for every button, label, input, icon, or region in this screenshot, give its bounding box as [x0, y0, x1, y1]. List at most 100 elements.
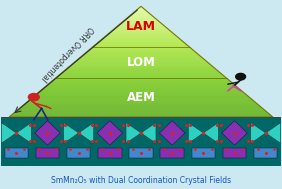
Polygon shape [37, 93, 245, 94]
Polygon shape [101, 39, 181, 40]
Polygon shape [17, 109, 265, 110]
Polygon shape [66, 69, 216, 70]
Polygon shape [26, 102, 256, 103]
Polygon shape [85, 52, 197, 53]
Polygon shape [63, 71, 219, 72]
Polygon shape [111, 31, 171, 32]
Polygon shape [122, 21, 160, 22]
Bar [67, 147, 90, 158]
Polygon shape [120, 23, 162, 24]
Polygon shape [62, 72, 220, 73]
Polygon shape [64, 123, 79, 143]
Polygon shape [222, 121, 247, 145]
Polygon shape [60, 74, 222, 75]
Polygon shape [159, 121, 185, 145]
Polygon shape [57, 76, 225, 77]
Polygon shape [88, 50, 194, 51]
Polygon shape [61, 73, 221, 74]
Polygon shape [31, 98, 251, 99]
Polygon shape [30, 99, 252, 100]
Polygon shape [141, 123, 156, 143]
Polygon shape [94, 45, 188, 46]
Polygon shape [95, 44, 187, 45]
Polygon shape [48, 83, 234, 84]
Polygon shape [41, 89, 241, 90]
Polygon shape [64, 70, 218, 71]
Polygon shape [97, 121, 123, 145]
Polygon shape [79, 123, 94, 143]
Polygon shape [51, 81, 231, 82]
Polygon shape [98, 42, 184, 43]
Polygon shape [41, 90, 241, 91]
Polygon shape [28, 100, 254, 101]
Polygon shape [14, 112, 268, 113]
Polygon shape [99, 41, 183, 42]
Polygon shape [58, 75, 224, 76]
Polygon shape [135, 10, 147, 11]
Polygon shape [122, 22, 160, 23]
Text: SmMn₂O₅ with Dual Coordination Crystal Fields: SmMn₂O₅ with Dual Coordination Crystal F… [51, 176, 231, 185]
Polygon shape [93, 46, 189, 47]
Bar [254, 147, 277, 158]
Polygon shape [68, 67, 214, 68]
Polygon shape [140, 6, 142, 7]
Polygon shape [43, 88, 239, 89]
Polygon shape [137, 9, 145, 10]
Polygon shape [15, 111, 267, 112]
Polygon shape [56, 77, 226, 78]
Polygon shape [34, 95, 248, 96]
Polygon shape [126, 18, 156, 19]
Polygon shape [89, 49, 193, 50]
Polygon shape [83, 54, 199, 55]
Polygon shape [107, 34, 175, 35]
Polygon shape [32, 97, 250, 98]
Polygon shape [52, 80, 230, 81]
Polygon shape [74, 62, 208, 63]
Polygon shape [75, 61, 207, 62]
Polygon shape [35, 121, 60, 145]
Polygon shape [39, 91, 243, 92]
Bar [36, 147, 59, 158]
Polygon shape [46, 85, 236, 86]
Polygon shape [129, 16, 153, 17]
Polygon shape [104, 36, 178, 37]
Polygon shape [126, 123, 141, 143]
Bar [98, 147, 122, 158]
Polygon shape [54, 78, 228, 79]
Polygon shape [118, 25, 164, 26]
Polygon shape [131, 14, 151, 15]
Polygon shape [70, 65, 212, 66]
Bar [1, 117, 281, 166]
Polygon shape [127, 17, 155, 18]
Polygon shape [116, 26, 166, 27]
Polygon shape [50, 82, 232, 83]
Polygon shape [13, 113, 269, 114]
Polygon shape [66, 68, 216, 69]
Polygon shape [100, 40, 182, 41]
Bar [129, 147, 153, 158]
Circle shape [28, 94, 39, 101]
Polygon shape [22, 105, 260, 106]
Polygon shape [124, 20, 158, 21]
Bar [5, 147, 28, 158]
Polygon shape [125, 19, 157, 20]
Polygon shape [33, 96, 249, 97]
Polygon shape [72, 63, 210, 64]
Polygon shape [17, 110, 265, 111]
Polygon shape [35, 94, 247, 95]
Text: AEM: AEM [127, 91, 155, 104]
Polygon shape [106, 35, 176, 36]
Polygon shape [266, 123, 281, 143]
Polygon shape [79, 58, 203, 59]
Polygon shape [80, 57, 202, 58]
Polygon shape [132, 13, 150, 14]
Polygon shape [81, 56, 201, 57]
Polygon shape [45, 86, 237, 87]
Polygon shape [188, 123, 203, 143]
Polygon shape [119, 24, 163, 25]
Bar [192, 147, 215, 158]
Polygon shape [76, 60, 206, 61]
Polygon shape [25, 103, 257, 104]
Polygon shape [87, 51, 195, 52]
Polygon shape [112, 30, 170, 31]
